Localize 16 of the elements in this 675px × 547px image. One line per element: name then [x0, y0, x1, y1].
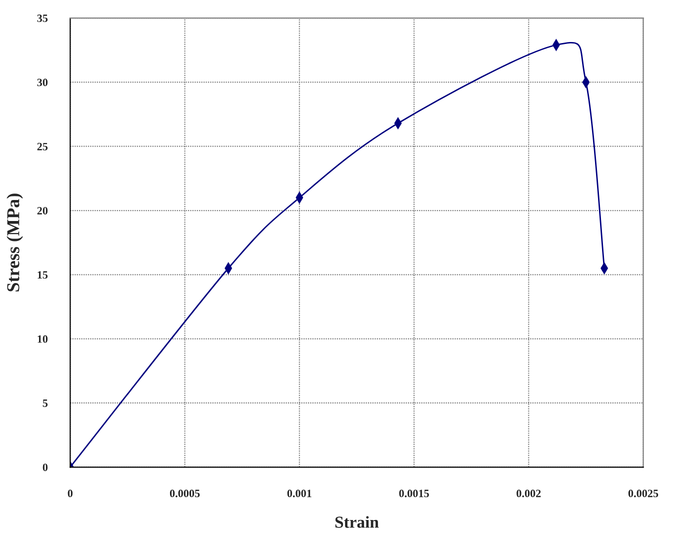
y-tick-label: 35: [37, 14, 48, 22]
y-tick-label: 20: [37, 206, 48, 214]
y-tick-label: 10: [38, 335, 48, 343]
y-tick-label: 30: [37, 78, 48, 86]
y-tick-label: 15: [38, 271, 48, 279]
x-axis-title: Strain: [335, 516, 379, 528]
y-tick-label: 0: [42, 464, 48, 472]
x-tick-label: 0.001: [287, 490, 312, 498]
y-tick-label: 25: [37, 142, 48, 150]
x-tick-label: 0.0015: [399, 490, 429, 498]
x-tick-label: 0.0025: [628, 490, 658, 498]
x-tick-label: 0.002: [516, 490, 541, 498]
y-axis-title: Stress (MPa): [6, 194, 23, 292]
x-tick-label: 0: [68, 490, 73, 498]
x-tick-label: 0.0005: [170, 490, 200, 498]
y-tick-label: 5: [42, 400, 48, 407]
